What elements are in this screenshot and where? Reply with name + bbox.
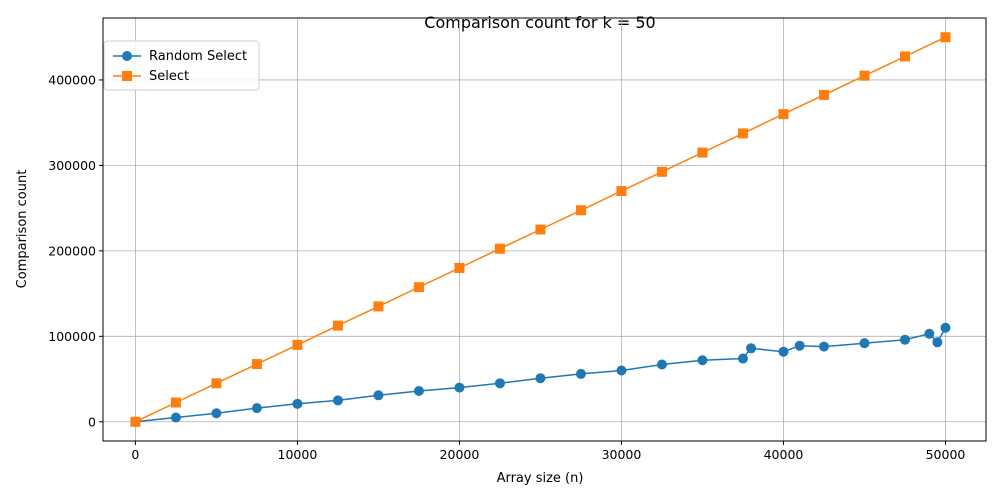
- data-point: [616, 186, 627, 197]
- legend-marker-random-select: [122, 51, 132, 61]
- data-point: [737, 353, 748, 364]
- legend-marker-select: [122, 71, 132, 81]
- y-axis: 0 100000 200000 300000 400000: [48, 72, 103, 429]
- data-point: [494, 378, 505, 389]
- legend-label-select: Select: [149, 69, 189, 84]
- x-tick-label: 0: [131, 447, 139, 462]
- legend-box: [103, 40, 260, 91]
- data-point: [899, 334, 910, 345]
- data-point: [932, 337, 943, 348]
- data-point: [794, 340, 805, 351]
- data-point: [697, 355, 708, 366]
- legend: Random Select Select: [103, 40, 260, 91]
- data-point: [656, 166, 667, 177]
- data-point: [373, 301, 384, 312]
- data-point: [130, 416, 141, 427]
- data-point: [170, 397, 181, 408]
- data-point: [818, 89, 829, 100]
- x-tick-label: 40000: [764, 447, 804, 462]
- data-point: [373, 390, 384, 401]
- data-point: [778, 109, 789, 120]
- plot-frame: [102, 17, 987, 442]
- data-point: [924, 328, 935, 339]
- x-tick-label: 10000: [278, 447, 318, 462]
- series-layer: [130, 32, 951, 427]
- x-tick-label: 20000: [440, 447, 480, 462]
- data-point: [413, 282, 424, 293]
- y-axis-label: Comparison count: [15, 170, 30, 289]
- data-point: [211, 378, 222, 389]
- data-point: [818, 341, 829, 352]
- y-tick-label: 300000: [48, 158, 96, 173]
- data-point: [170, 412, 181, 423]
- y-tick-label: 0: [88, 414, 96, 429]
- data-point: [211, 408, 222, 419]
- x-tick-label: 30000: [602, 447, 642, 462]
- data-point: [575, 368, 586, 379]
- x-axis: 0 10000 20000 30000 40000 50000: [131, 441, 965, 462]
- data-point: [251, 403, 262, 414]
- data-point: [292, 398, 303, 409]
- legend-label-random-select: Random Select: [149, 49, 247, 64]
- series-select: [130, 32, 951, 427]
- y-tick-label: 100000: [48, 329, 96, 344]
- data-point: [746, 343, 757, 354]
- data-point: [454, 382, 465, 393]
- data-point: [494, 243, 505, 254]
- x-axis-label: Array size (n): [497, 471, 584, 486]
- data-point: [535, 224, 546, 235]
- data-point: [332, 395, 343, 406]
- data-point: [899, 51, 910, 62]
- y-tick-label: 200000: [48, 243, 96, 258]
- data-point: [656, 359, 667, 370]
- data-point: [251, 359, 262, 370]
- data-point: [292, 339, 303, 350]
- data-point: [859, 338, 870, 349]
- y-tick-label: 400000: [48, 72, 96, 87]
- data-point: [413, 386, 424, 397]
- data-point: [859, 70, 870, 81]
- data-point: [697, 147, 708, 158]
- series-random-select: [130, 322, 951, 427]
- data-point: [575, 205, 586, 216]
- data-point: [332, 320, 343, 331]
- data-point: [454, 262, 465, 273]
- data-point: [616, 365, 627, 376]
- data-point: [940, 32, 951, 43]
- chart-title: Comparison count for k = 50: [424, 13, 655, 32]
- data-point: [535, 373, 546, 384]
- data-point: [737, 128, 748, 139]
- data-point: [778, 346, 789, 357]
- data-point: [940, 322, 951, 333]
- x-tick-label: 50000: [926, 447, 966, 462]
